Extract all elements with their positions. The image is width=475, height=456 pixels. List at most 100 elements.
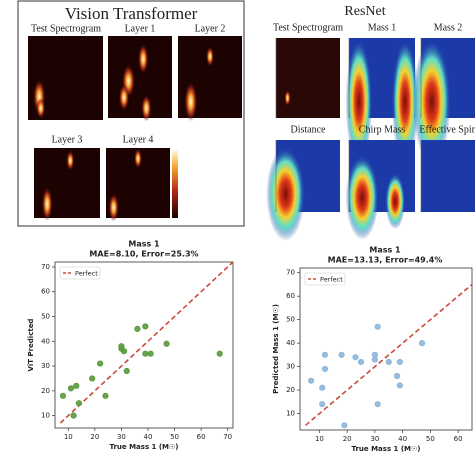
resnet-title: ResNet (344, 4, 385, 19)
data-point (102, 392, 109, 399)
panel-title: Test Spectrogram (273, 22, 343, 33)
colorbar (172, 150, 178, 218)
y-tick-label: 30 (41, 362, 50, 370)
x-tick-label: 10 (315, 435, 324, 443)
heatmap-blob (345, 39, 373, 165)
x-tick-label: 20 (90, 433, 99, 441)
x-tick-label: 30 (370, 435, 379, 443)
y-tick-label: 60 (41, 288, 50, 296)
legend-box (304, 272, 346, 286)
panel-title: Layer 3 (52, 134, 83, 145)
y-tick-label: 40 (286, 339, 295, 347)
data-point (120, 348, 128, 355)
plot-frame (54, 261, 234, 429)
heatmap-blob (184, 81, 198, 122)
y-tick-label: 30 (286, 363, 295, 371)
heatmap-blob (412, 39, 451, 165)
panel-title: Layer 2 (195, 23, 226, 34)
perfect-line (59, 261, 234, 424)
panel-title: Layer 1 (125, 23, 156, 34)
heatmap (421, 140, 475, 212)
y-axis-label: Predicted Mass 1 (M☉) (272, 304, 280, 394)
y-tick-label: 20 (41, 387, 50, 395)
y-tick-label: 60 (286, 292, 295, 300)
data-point (418, 340, 426, 347)
data-point (319, 401, 326, 408)
x-tick-label: 10 (64, 433, 73, 441)
data-point (142, 350, 149, 357)
panel-title: Test Spectrogram (31, 23, 101, 34)
y-tick-label: 20 (286, 386, 295, 394)
panel-title: Effective Spin (419, 124, 475, 135)
y-tick-label: 70 (41, 263, 50, 271)
data-point (385, 358, 392, 366)
data-point (147, 350, 154, 357)
chart-title: Mass 1 (128, 240, 160, 249)
x-tick-label: 30 (117, 433, 126, 441)
data-point (73, 382, 80, 389)
data-point (70, 412, 77, 419)
panel-title: Mass 1 (368, 22, 397, 33)
data-point (75, 400, 83, 407)
data-point (97, 360, 104, 367)
y-axis-label: ViT Predicted (27, 319, 35, 372)
y-tick-label: 40 (41, 337, 50, 345)
plot-frame (299, 267, 473, 431)
y-tick-label: 50 (41, 313, 50, 321)
heatmap-blob (134, 148, 142, 169)
y-tick-label: 50 (286, 316, 295, 324)
data-point (134, 325, 141, 332)
chart-subtitle: MAE=8.10, Error=25.3% (89, 250, 198, 259)
heatmap (276, 38, 340, 118)
heatmap-blob (266, 147, 305, 241)
x-tick-label: 60 (454, 435, 463, 443)
data-point (142, 323, 149, 330)
x-tick-label: 40 (144, 433, 153, 441)
data-point (163, 340, 170, 347)
heatmap-blob (66, 150, 75, 171)
vit-title: Vision Transformer (65, 4, 198, 23)
heatmap-blob (41, 187, 53, 221)
data-point (319, 384, 326, 391)
heatmap-blob (138, 44, 149, 74)
x-tick-label: 50 (426, 435, 435, 443)
data-point (341, 422, 348, 429)
data-point (321, 351, 329, 358)
heatmap-blob (284, 90, 291, 106)
heatmap-blob (141, 95, 152, 122)
x-tick-label: 60 (197, 433, 206, 441)
perfect-line (305, 283, 473, 426)
legend-label: Perfect (320, 276, 343, 284)
data-point (374, 323, 381, 330)
data-point (374, 401, 381, 408)
heatmap-blob (206, 46, 214, 67)
panel-title: Mass 2 (434, 22, 463, 33)
x-tick-label: 40 (398, 435, 407, 443)
legend-box (59, 266, 101, 280)
x-axis-label: True Mass 1 (M☉) (351, 445, 420, 453)
data-point (338, 351, 345, 358)
heatmap-blob (118, 84, 130, 111)
data-point (307, 377, 315, 384)
x-tick-label: 50 (170, 433, 179, 441)
vit-frame (17, 0, 245, 227)
heatmap-blob (385, 173, 406, 230)
x-tick-label: 20 (343, 435, 352, 443)
y-tick-label: 10 (41, 412, 50, 420)
data-point (321, 365, 329, 373)
heatmap-blob (108, 193, 119, 222)
x-axis-label: True Mass 1 (M☉) (109, 443, 178, 451)
data-point (67, 385, 75, 392)
y-tick-label: 10 (286, 410, 295, 418)
data-point (59, 392, 67, 399)
data-point (393, 372, 401, 380)
data-point (89, 375, 96, 382)
data-point (396, 382, 403, 389)
heatmap-blob (345, 155, 379, 240)
data-point (123, 367, 130, 375)
panel-title: Layer 4 (123, 134, 154, 145)
data-point (352, 354, 359, 361)
legend-label: Perfect (75, 270, 98, 278)
heatmap-blob (391, 39, 419, 165)
